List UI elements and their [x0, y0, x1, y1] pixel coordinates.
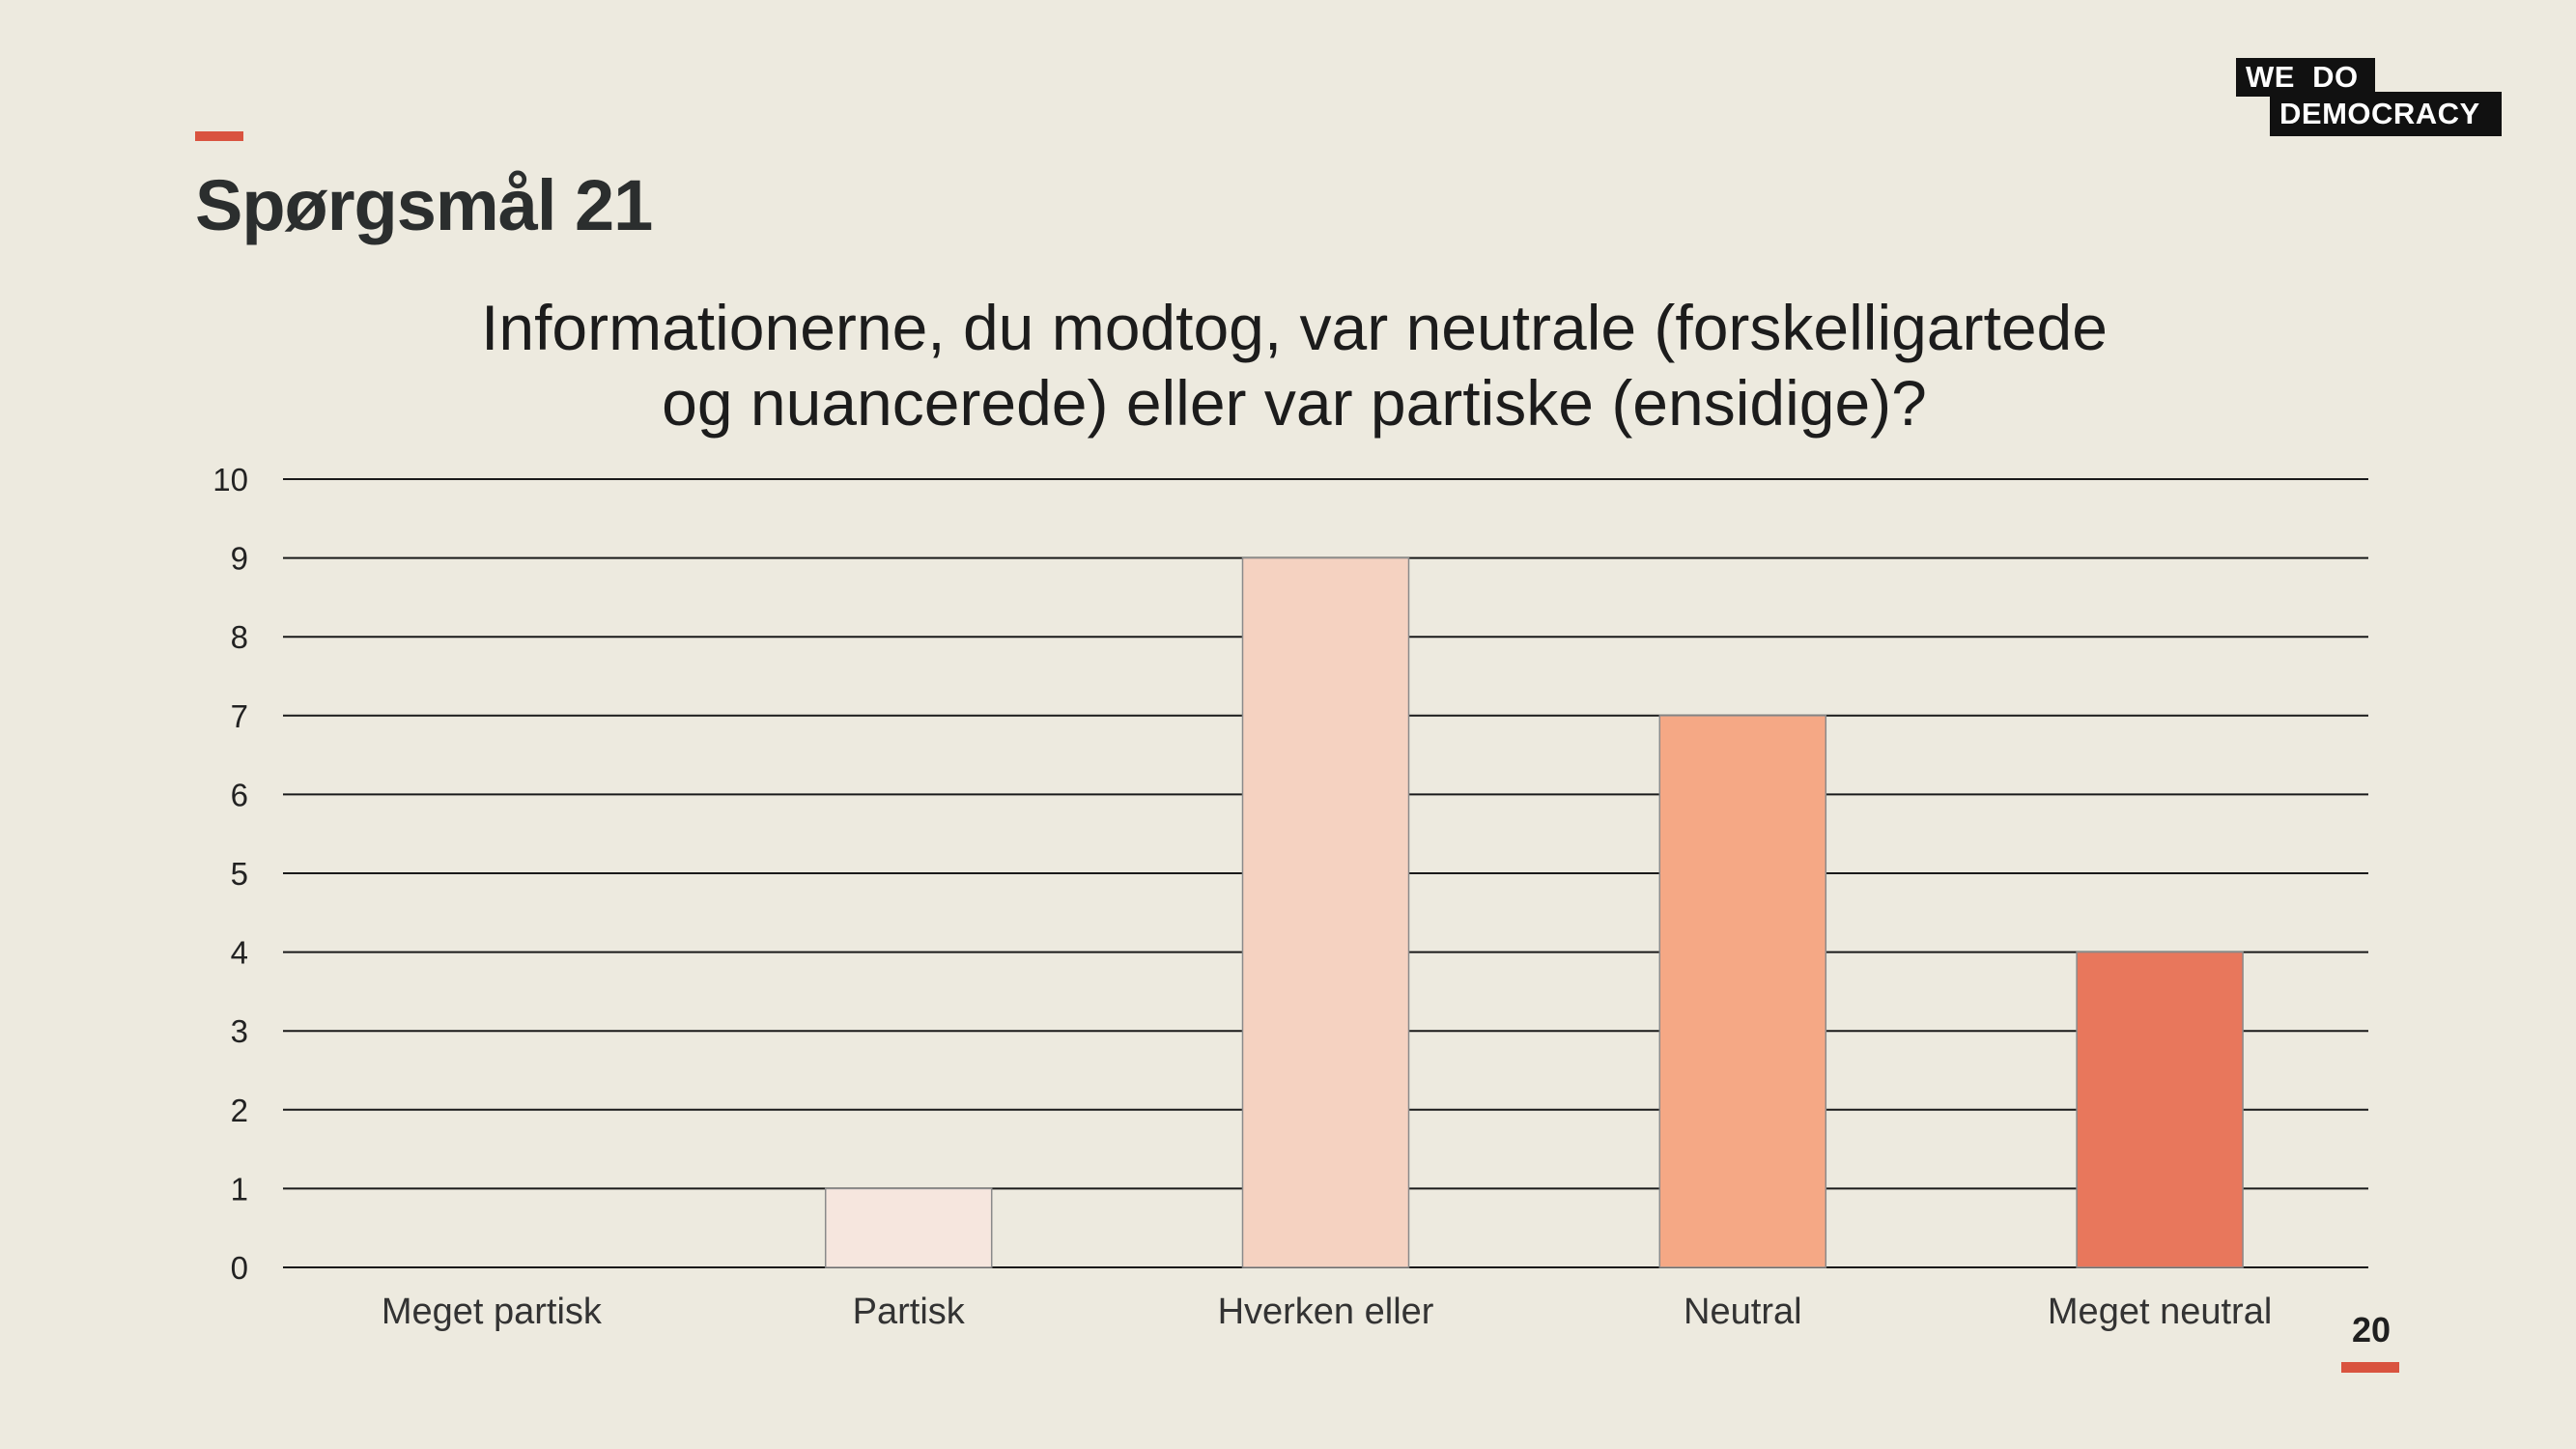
y-tick-label: 6: [231, 777, 248, 812]
chart-title: Informationerne, du modtog, var neutrale…: [290, 290, 2299, 440]
y-tick-label: 7: [231, 698, 248, 734]
page-number: 20: [2351, 1310, 2392, 1350]
y-tick-label: 10: [212, 462, 248, 497]
y-tick-label: 9: [231, 541, 248, 577]
x-category-label: Partisk: [853, 1292, 966, 1332]
y-axis-ticks: 0 1 2 3 4 5 6 7 8 9 10: [212, 462, 248, 1286]
x-category-label: Hverken eller: [1218, 1292, 1434, 1332]
we-do-democracy-logo: WE DO DEMOCRACY: [2236, 58, 2502, 137]
chart-title-line-1: Informationerne, du modtog, var neutrale…: [481, 292, 2108, 363]
bar-meget-neutral: [2076, 951, 2244, 1268]
page-accent-bar: [2341, 1362, 2399, 1373]
logo-line-1: WE DO: [2236, 58, 2375, 97]
x-category-label: Meget partisk: [382, 1292, 603, 1332]
slide-heading: Spørgsmål 21: [195, 165, 653, 245]
logo-line-2: DEMOCRACY: [2270, 92, 2502, 136]
y-tick-label: 3: [231, 1013, 248, 1049]
bar-partisk: [824, 1187, 993, 1268]
y-tick-label: 4: [231, 935, 248, 971]
x-category-label: Neutral: [1684, 1292, 1802, 1332]
x-axis-categories: Meget partisk Partisk Hverken eller Neutral…: [382, 1292, 2272, 1332]
y-tick-label: 5: [231, 856, 248, 892]
bar-neutral: [1658, 715, 1827, 1268]
top-accent-bar: [195, 131, 243, 141]
chart-title-line-2: og nuancerede) eller var partiske (ensid…: [662, 367, 1927, 439]
bar-hverken-eller: [1241, 556, 1410, 1268]
y-tick-label: 2: [231, 1093, 248, 1128]
x-category-label: Meget neutral: [2048, 1292, 2272, 1332]
chart-bars: [824, 556, 2244, 1268]
y-tick-label: 1: [231, 1171, 248, 1207]
y-tick-label: 0: [231, 1250, 248, 1286]
y-tick-label: 8: [231, 619, 248, 655]
